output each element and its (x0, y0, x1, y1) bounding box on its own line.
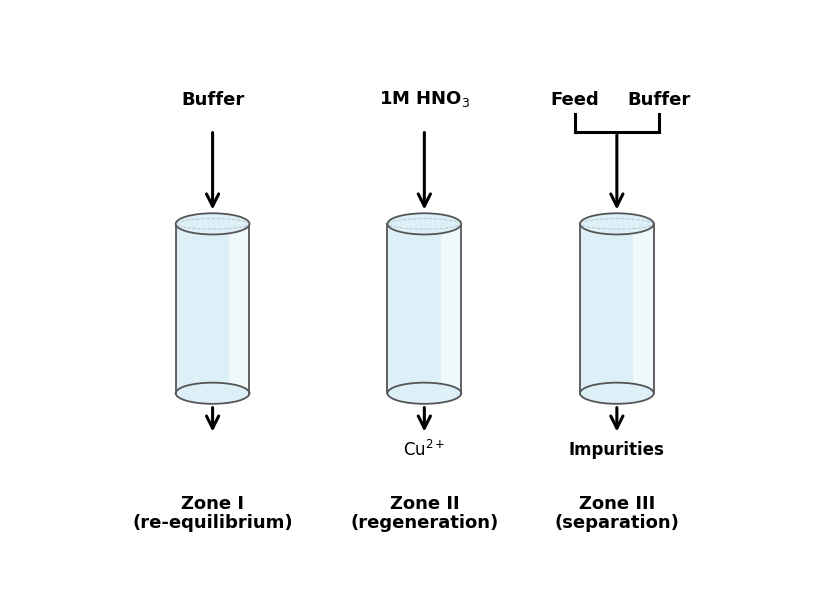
Ellipse shape (579, 382, 653, 404)
Text: Impurities: Impurities (568, 441, 664, 459)
Polygon shape (175, 224, 249, 393)
Text: (separation): (separation) (554, 514, 678, 532)
Text: 1M HNO$_3$: 1M HNO$_3$ (378, 89, 470, 109)
Text: Feed: Feed (550, 90, 599, 109)
Text: Cu$^{2+}$: Cu$^{2+}$ (403, 440, 445, 459)
Polygon shape (579, 224, 653, 393)
Text: (regeneration): (regeneration) (350, 514, 498, 532)
Text: Zone I: Zone I (181, 495, 244, 513)
Text: (re-equilibrium): (re-equilibrium) (132, 514, 293, 532)
Polygon shape (441, 224, 461, 393)
Polygon shape (633, 224, 653, 393)
Text: Buffer: Buffer (181, 90, 244, 109)
Ellipse shape (387, 213, 461, 235)
Polygon shape (229, 224, 249, 393)
Ellipse shape (387, 382, 461, 404)
Ellipse shape (175, 382, 249, 404)
Text: Zone III: Zone III (578, 495, 654, 513)
Ellipse shape (175, 213, 249, 235)
Text: Buffer: Buffer (626, 90, 690, 109)
Text: Zone II: Zone II (389, 495, 459, 513)
Ellipse shape (579, 213, 653, 235)
Polygon shape (387, 224, 461, 393)
